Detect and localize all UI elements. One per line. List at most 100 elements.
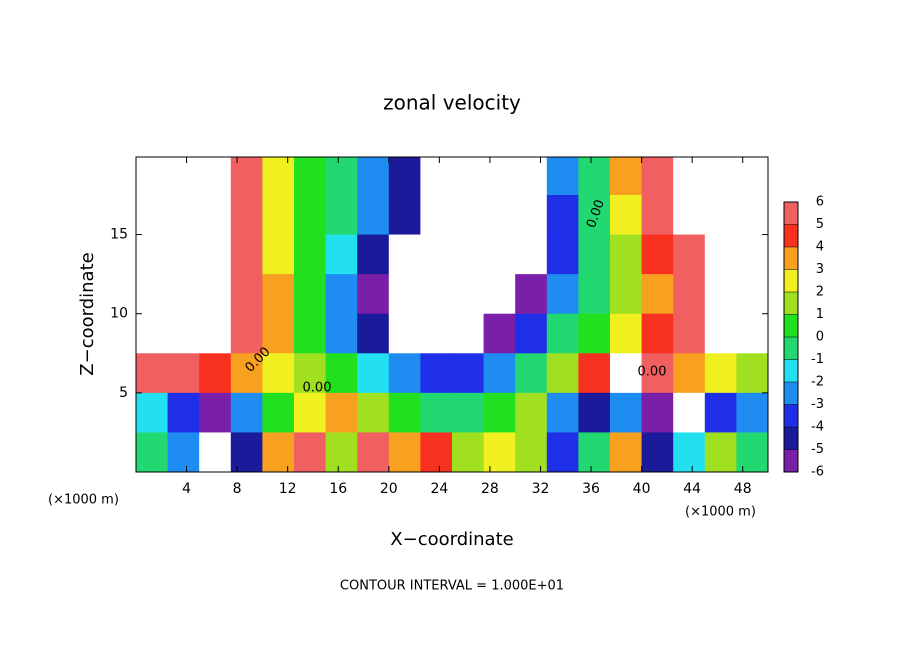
cell [483, 274, 516, 315]
cell [136, 157, 169, 196]
colorbar-swatch [784, 247, 798, 270]
cell [357, 353, 390, 394]
cell [704, 274, 737, 315]
cell [199, 432, 232, 473]
x-tick-label: 8 [233, 481, 242, 497]
cell [641, 157, 674, 196]
cell [420, 313, 453, 354]
cell [641, 234, 674, 275]
cell [736, 274, 769, 315]
cell [294, 313, 327, 354]
cell [578, 432, 611, 473]
cell [262, 392, 295, 433]
colorbar-swatch [784, 337, 798, 360]
cell [357, 194, 390, 236]
cell [294, 234, 327, 275]
cell [515, 432, 548, 473]
colorbar-swatch [784, 449, 798, 472]
colorbar-swatch [784, 314, 798, 337]
cell [388, 234, 421, 275]
cell [199, 353, 232, 394]
colorbar-label: 0 [816, 330, 824, 345]
colorbar-swatch [784, 202, 798, 225]
colorbar-swatch [784, 359, 798, 382]
cell [483, 234, 516, 275]
cell [515, 313, 548, 354]
cell [294, 194, 327, 236]
cell [736, 392, 769, 433]
cell [357, 234, 390, 275]
cell [704, 313, 737, 354]
cell [610, 353, 643, 394]
cell [294, 274, 327, 315]
cell [167, 194, 200, 236]
cell [357, 313, 390, 354]
cell [294, 432, 327, 473]
cell [483, 353, 516, 394]
x-tick-label: 40 [633, 481, 651, 497]
cell [452, 392, 485, 433]
cell [388, 194, 421, 236]
cell [230, 274, 263, 315]
cell [641, 353, 674, 394]
colorbar-label: -6 [811, 465, 824, 480]
cell [673, 194, 706, 236]
cell [325, 194, 358, 236]
cell [325, 313, 358, 354]
cell [262, 432, 295, 473]
cell [673, 353, 706, 394]
colorbar-label: 5 [816, 217, 824, 232]
cell [420, 353, 453, 394]
cell [515, 274, 548, 315]
cell [262, 234, 295, 275]
cell [704, 234, 737, 275]
cell [673, 313, 706, 354]
cell [641, 313, 674, 354]
cell [546, 353, 579, 394]
cell [673, 392, 706, 433]
field [136, 157, 769, 473]
cell [515, 234, 548, 275]
cell [167, 432, 200, 473]
cell [736, 353, 769, 394]
cell [388, 432, 421, 473]
cell [610, 234, 643, 275]
cell [736, 234, 769, 275]
cell [546, 157, 579, 196]
cell [167, 234, 200, 275]
cell [546, 234, 579, 275]
cell [388, 313, 421, 354]
cell [294, 353, 327, 394]
colorbar-label: 4 [816, 240, 824, 255]
cell [610, 274, 643, 315]
cell [167, 274, 200, 315]
cell [704, 353, 737, 394]
colorbar-label: -5 [811, 442, 824, 457]
cell [136, 274, 169, 315]
y-tick-label: 10 [110, 306, 128, 322]
cell [546, 392, 579, 433]
cell [610, 194, 643, 236]
cell [515, 392, 548, 433]
cell [578, 274, 611, 315]
cell [167, 157, 200, 196]
colorbar-swatch [784, 269, 798, 292]
cell [452, 157, 485, 196]
x-axis-label: X−coordinate [390, 529, 513, 550]
cell [357, 432, 390, 473]
colorbar-label: -1 [811, 352, 824, 367]
cell [483, 157, 516, 196]
colorbar-label: -4 [811, 420, 824, 435]
cell [230, 392, 263, 433]
cell [736, 313, 769, 354]
cell [325, 353, 358, 394]
cell [420, 157, 453, 196]
cell [199, 313, 232, 354]
cell [230, 234, 263, 275]
cell [610, 432, 643, 473]
cell [262, 274, 295, 315]
cell [546, 274, 579, 315]
cell [578, 234, 611, 275]
colorbar-swatch [784, 404, 798, 427]
